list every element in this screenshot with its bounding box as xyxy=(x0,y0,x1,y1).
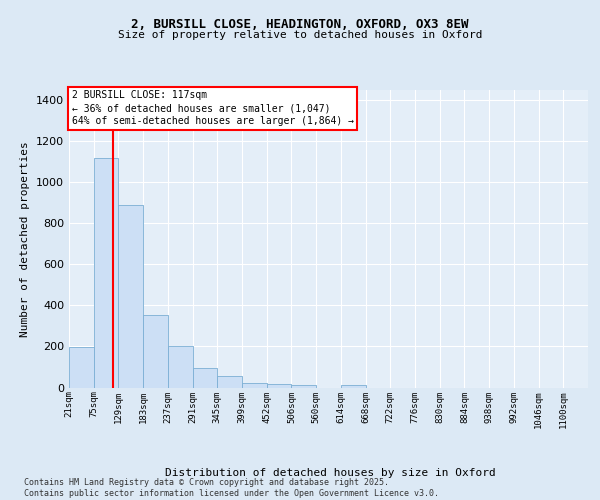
Bar xyxy=(292,385,316,388)
Y-axis label: Number of detached properties: Number of detached properties xyxy=(20,141,31,336)
Bar xyxy=(341,385,365,388)
Bar xyxy=(168,346,193,388)
Text: Distribution of detached houses by size in Oxford: Distribution of detached houses by size … xyxy=(164,468,496,477)
Bar xyxy=(267,384,292,388)
Bar xyxy=(69,348,94,388)
Text: Contains HM Land Registry data © Crown copyright and database right 2025.
Contai: Contains HM Land Registry data © Crown c… xyxy=(24,478,439,498)
Bar xyxy=(217,376,242,388)
Text: 2 BURSILL CLOSE: 117sqm
← 36% of detached houses are smaller (1,047)
64% of semi: 2 BURSILL CLOSE: 117sqm ← 36% of detache… xyxy=(71,90,353,126)
Text: 2, BURSILL CLOSE, HEADINGTON, OXFORD, OX3 8EW: 2, BURSILL CLOSE, HEADINGTON, OXFORD, OX… xyxy=(131,18,469,30)
Bar xyxy=(242,383,267,388)
Bar xyxy=(193,368,217,388)
Text: Size of property relative to detached houses in Oxford: Size of property relative to detached ho… xyxy=(118,30,482,40)
Bar xyxy=(94,158,118,388)
Bar xyxy=(143,314,168,388)
Bar xyxy=(118,205,143,388)
